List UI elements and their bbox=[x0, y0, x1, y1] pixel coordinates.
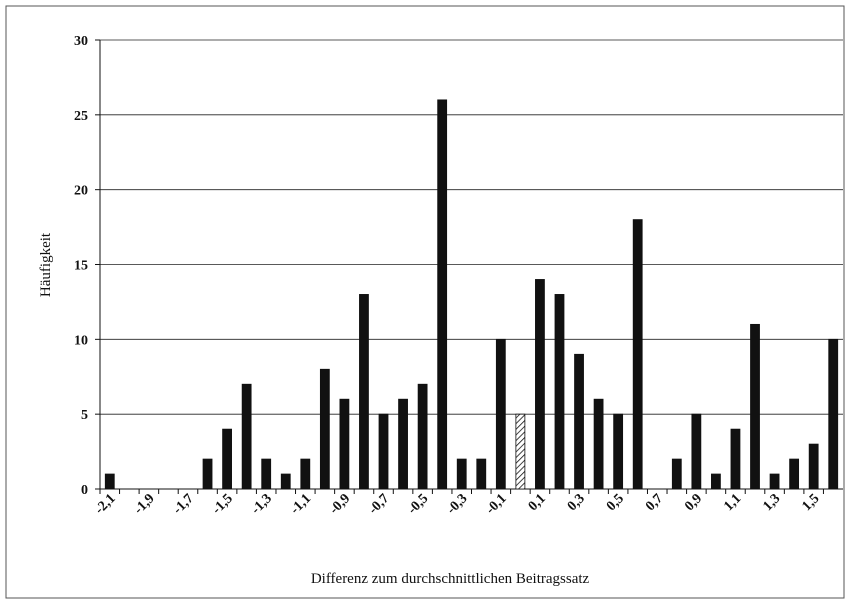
y-tick-label: 25 bbox=[74, 109, 88, 124]
bar bbox=[593, 398, 604, 490]
frame bbox=[5, 5, 845, 599]
bar bbox=[280, 473, 291, 490]
y-tick-label: 5 bbox=[81, 408, 88, 423]
x-tick-label: 0,7 bbox=[643, 491, 666, 514]
x-tick-label: -0,9 bbox=[327, 491, 353, 517]
bar bbox=[769, 473, 780, 490]
x-axis-title: Differenz zum durchschnittlichen Beitrag… bbox=[311, 571, 590, 587]
bar bbox=[808, 443, 819, 490]
y-tick-label: 10 bbox=[74, 333, 88, 348]
bar bbox=[378, 413, 389, 490]
x-tick-label: -2,1 bbox=[92, 491, 118, 517]
bar bbox=[300, 458, 311, 490]
bar bbox=[750, 323, 760, 490]
y-tick-label: 15 bbox=[74, 259, 88, 274]
bar bbox=[202, 458, 213, 490]
bar bbox=[339, 398, 350, 490]
bar bbox=[515, 413, 526, 490]
x-tick-label: 0,5 bbox=[604, 491, 627, 514]
x-tick-label: 1,5 bbox=[800, 491, 823, 514]
x-tick-label: -1,5 bbox=[210, 491, 236, 517]
bar bbox=[711, 473, 721, 490]
y-axis-title: Häufigkeit bbox=[38, 232, 54, 297]
bar bbox=[456, 458, 467, 490]
x-tick-label: -1,3 bbox=[249, 491, 275, 517]
x-tick-label: -0,3 bbox=[444, 491, 470, 517]
bar bbox=[613, 413, 624, 490]
x-tick-label: -0,1 bbox=[483, 491, 509, 517]
x-tick-label: -0,7 bbox=[366, 491, 392, 517]
bar bbox=[398, 398, 408, 490]
x-tick-label: 1,1 bbox=[721, 491, 744, 514]
x-tick-label: 0,9 bbox=[682, 491, 705, 514]
bar bbox=[222, 428, 232, 490]
bar bbox=[535, 279, 545, 490]
bar bbox=[359, 294, 369, 490]
bar bbox=[261, 458, 272, 490]
x-tick-label: -1,7 bbox=[171, 491, 197, 517]
bar bbox=[691, 413, 702, 490]
bar bbox=[476, 458, 487, 490]
bar bbox=[104, 473, 115, 490]
bar bbox=[671, 458, 682, 490]
bar bbox=[554, 294, 565, 490]
x-tick-label: -0,5 bbox=[405, 491, 431, 517]
bar bbox=[319, 368, 330, 490]
y-tick-label: 0 bbox=[81, 483, 88, 498]
y-tick-label: 30 bbox=[74, 34, 88, 49]
bar bbox=[789, 458, 800, 490]
x-tick-label: -1,9 bbox=[131, 491, 157, 517]
y-tick-label: 20 bbox=[74, 184, 88, 199]
bar bbox=[730, 428, 741, 490]
x-tick-label: -1,1 bbox=[288, 491, 314, 517]
bar bbox=[632, 219, 643, 490]
bar bbox=[437, 99, 448, 490]
bar bbox=[495, 338, 506, 490]
bar bbox=[241, 383, 252, 490]
x-tick-label: 0,3 bbox=[565, 491, 588, 514]
bar bbox=[828, 338, 839, 490]
bar bbox=[574, 353, 584, 490]
bar bbox=[417, 383, 428, 490]
x-tick-label: 0,1 bbox=[526, 491, 549, 514]
x-tick-label: 1,3 bbox=[760, 491, 783, 514]
